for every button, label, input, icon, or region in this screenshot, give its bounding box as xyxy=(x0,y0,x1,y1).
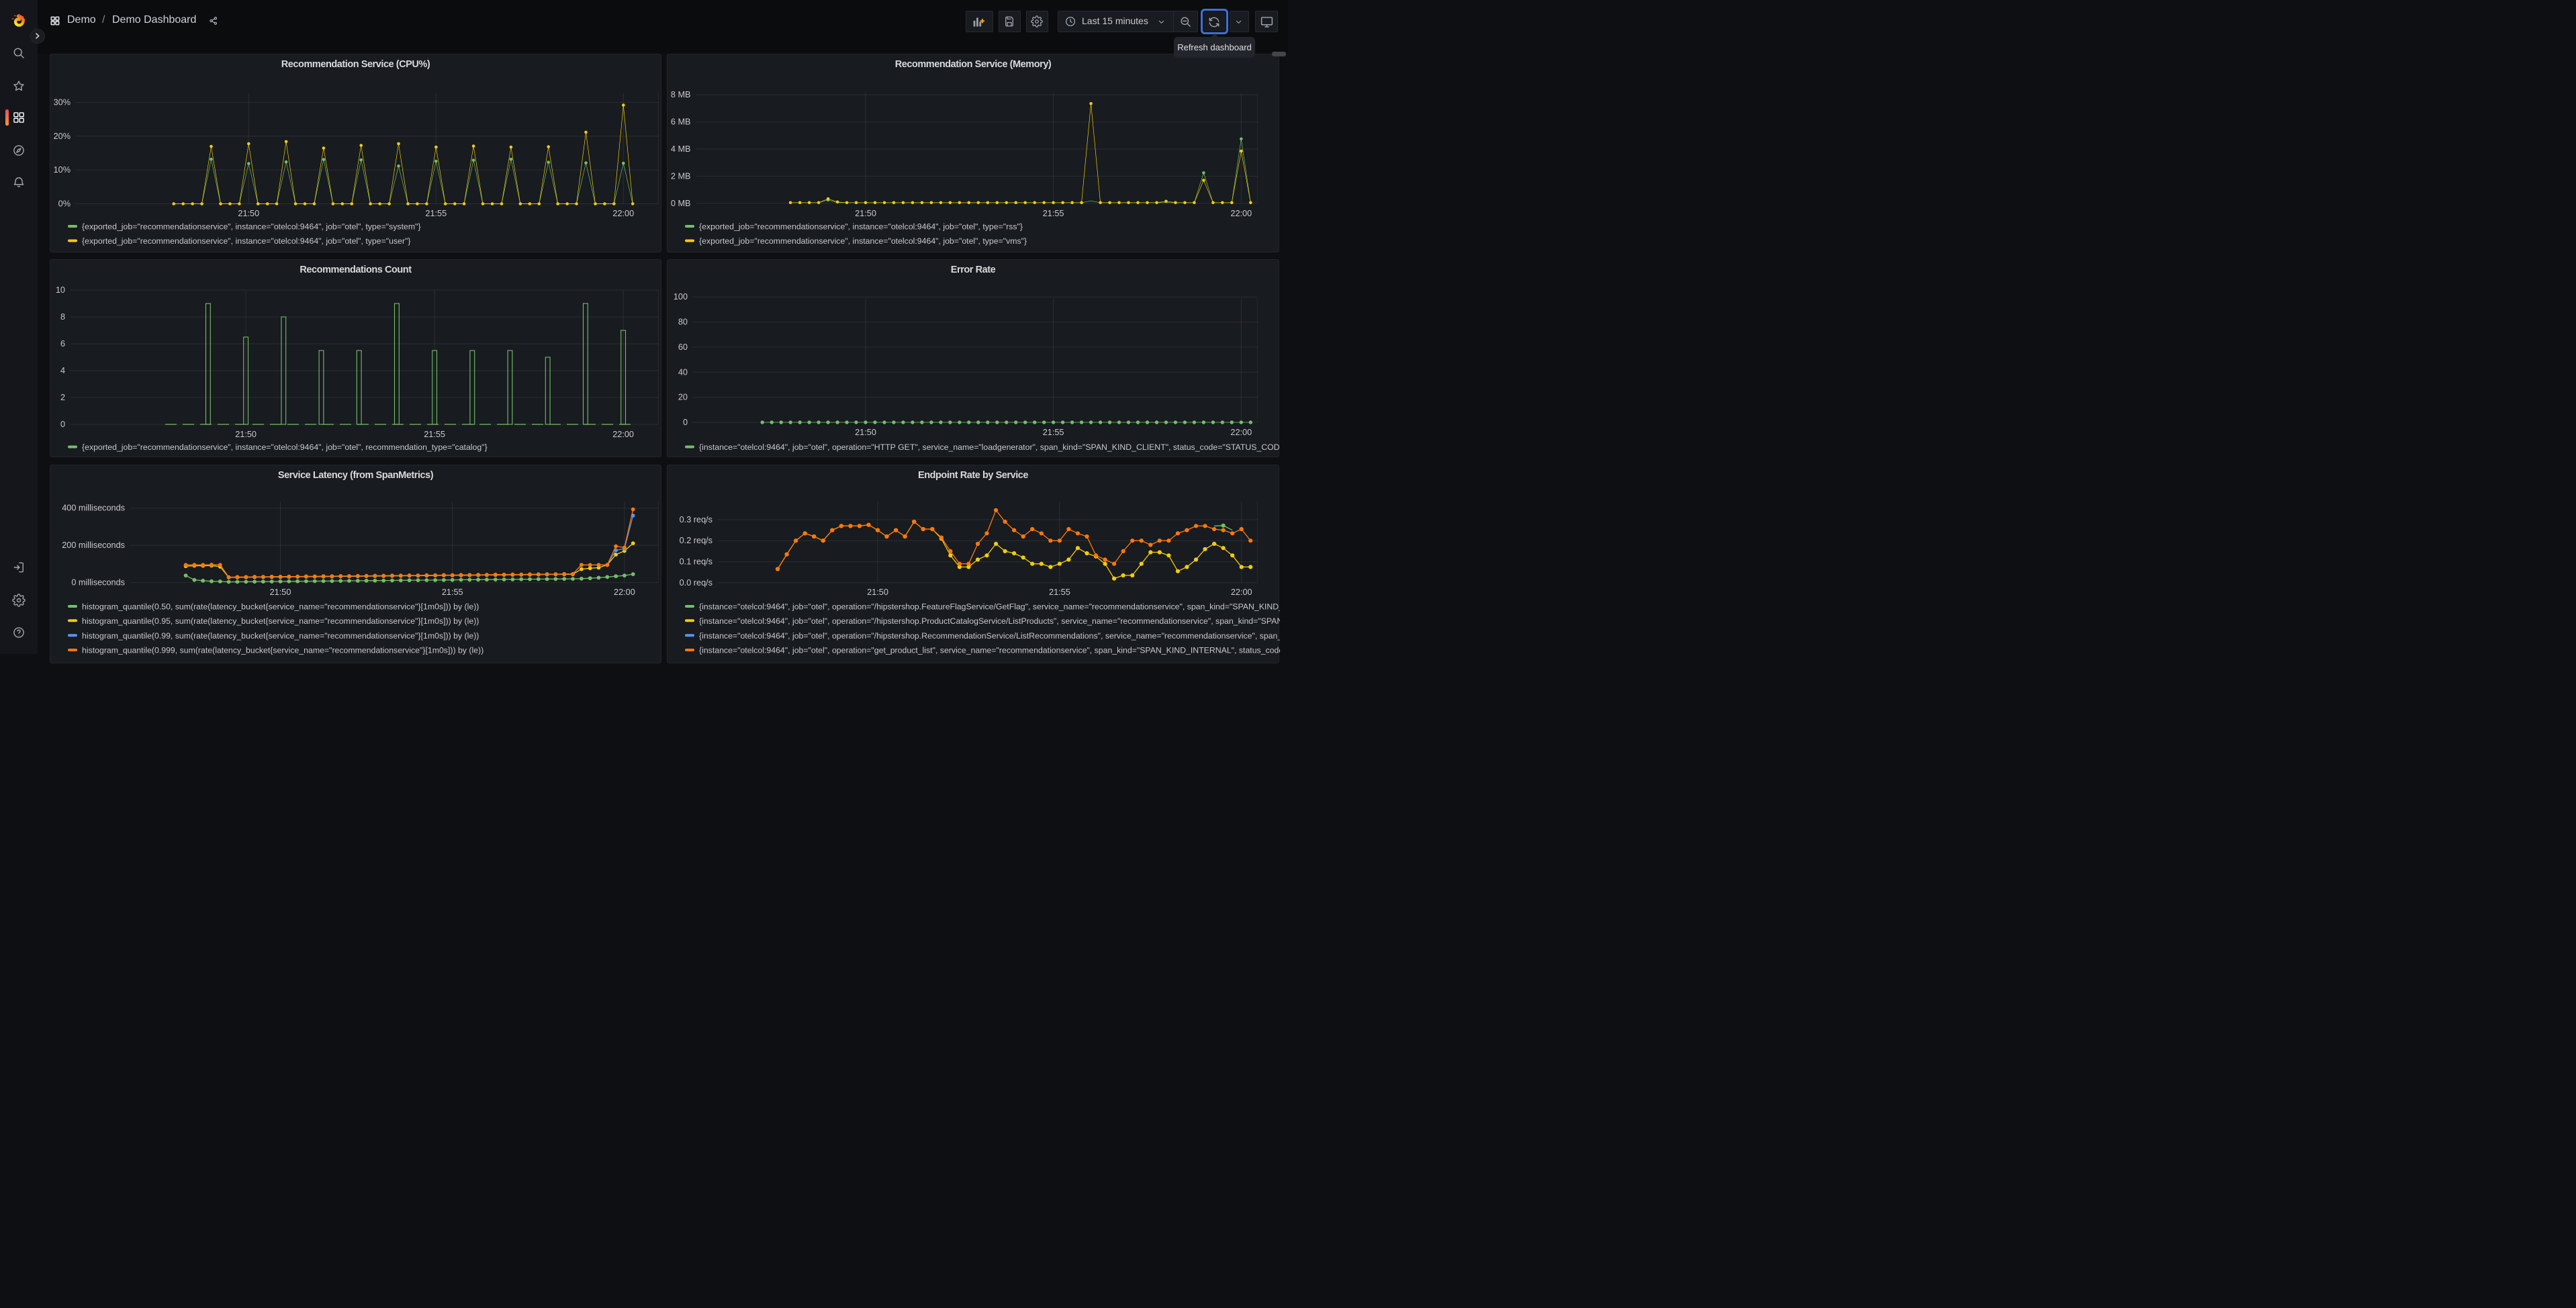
svg-text:21:55: 21:55 xyxy=(442,588,463,597)
svg-text:60: 60 xyxy=(678,342,688,352)
svg-text:{instance="otelcol:9464", job=: {instance="otelcol:9464", job="otel", op… xyxy=(699,646,1280,655)
svg-text:10%: 10% xyxy=(54,165,71,175)
svg-text:21:55: 21:55 xyxy=(1043,428,1064,437)
svg-text:30%: 30% xyxy=(54,98,71,107)
svg-text:10: 10 xyxy=(56,285,65,295)
svg-text:21:50: 21:50 xyxy=(855,428,876,437)
svg-text:8: 8 xyxy=(60,312,65,322)
svg-text:{exported_job="recommendations: {exported_job="recommendationservice", i… xyxy=(699,236,1027,246)
svg-text:80: 80 xyxy=(678,318,688,327)
svg-text:0.1 req/s: 0.1 req/s xyxy=(680,557,712,567)
svg-text:21:50: 21:50 xyxy=(238,209,259,218)
svg-text:21:50: 21:50 xyxy=(867,588,888,597)
svg-text:40: 40 xyxy=(678,367,688,377)
svg-text:histogram_quantile(0.999, sum(: histogram_quantile(0.999, sum(rate(laten… xyxy=(82,646,484,655)
svg-text:6 MB: 6 MB xyxy=(671,118,691,127)
svg-text:21:55: 21:55 xyxy=(424,430,445,439)
svg-text:{instance="otelcol:9464", job=: {instance="otelcol:9464", job="otel", op… xyxy=(699,602,1280,612)
svg-text:22:00: 22:00 xyxy=(1230,428,1252,437)
svg-text:100: 100 xyxy=(674,292,688,301)
svg-text:400 milliseconds: 400 milliseconds xyxy=(62,504,125,513)
svg-text:{exported_job="recommendations: {exported_job="recommendationservice", i… xyxy=(699,222,1023,232)
svg-text:4 MB: 4 MB xyxy=(671,144,691,154)
svg-text:0.0 req/s: 0.0 req/s xyxy=(680,578,712,588)
svg-text:4: 4 xyxy=(60,366,65,375)
svg-text:{exported_job="recommendations: {exported_job="recommendationservice", i… xyxy=(82,236,411,246)
svg-text:22:00: 22:00 xyxy=(612,430,634,439)
svg-text:22:00: 22:00 xyxy=(1231,588,1252,597)
svg-text:21:55: 21:55 xyxy=(1043,209,1064,218)
svg-text:20%: 20% xyxy=(54,132,71,141)
svg-text:21:55: 21:55 xyxy=(1049,588,1070,597)
svg-text:{instance="otelcol:9464", job=: {instance="otelcol:9464", job="otel", op… xyxy=(699,442,1280,452)
svg-text:22:00: 22:00 xyxy=(1230,209,1252,218)
svg-text:histogram_quantile(0.50, sum(r: histogram_quantile(0.50, sum(rate(latenc… xyxy=(82,602,479,612)
svg-text:21:50: 21:50 xyxy=(235,430,257,439)
svg-text:0%: 0% xyxy=(58,199,71,209)
svg-text:histogram_quantile(0.95, sum(r: histogram_quantile(0.95, sum(rate(latenc… xyxy=(82,616,479,626)
svg-text:20: 20 xyxy=(678,393,688,402)
svg-text:2 MB: 2 MB xyxy=(671,171,691,181)
svg-text:histogram_quantile(0.99, sum(r: histogram_quantile(0.99, sum(rate(latenc… xyxy=(82,631,479,641)
svg-text:{exported_job="recommendations: {exported_job="recommendationservice", i… xyxy=(82,442,488,452)
svg-text:21:50: 21:50 xyxy=(855,209,876,218)
svg-text:21:50: 21:50 xyxy=(270,588,291,597)
svg-text:{instance="otelcol:9464", job=: {instance="otelcol:9464", job="otel", op… xyxy=(699,631,1280,641)
svg-text:0: 0 xyxy=(60,420,65,429)
svg-text:{instance="otelcol:9464", job=: {instance="otelcol:9464", job="otel", op… xyxy=(699,616,1280,626)
svg-text:22:00: 22:00 xyxy=(614,588,635,597)
svg-text:0 MB: 0 MB xyxy=(671,199,691,208)
svg-text:0: 0 xyxy=(683,418,688,427)
svg-text:22:00: 22:00 xyxy=(612,209,634,218)
svg-text:21:55: 21:55 xyxy=(425,209,447,218)
svg-text:6: 6 xyxy=(60,339,65,348)
svg-text:0.2 req/s: 0.2 req/s xyxy=(680,536,712,545)
svg-text:{exported_job="recommendations: {exported_job="recommendationservice", i… xyxy=(82,222,421,232)
svg-text:0.3 req/s: 0.3 req/s xyxy=(680,515,712,524)
svg-text:200 milliseconds: 200 milliseconds xyxy=(62,541,125,550)
svg-text:8 MB: 8 MB xyxy=(671,90,691,99)
svg-text:2: 2 xyxy=(60,393,65,402)
svg-text:0 milliseconds: 0 milliseconds xyxy=(71,578,125,588)
